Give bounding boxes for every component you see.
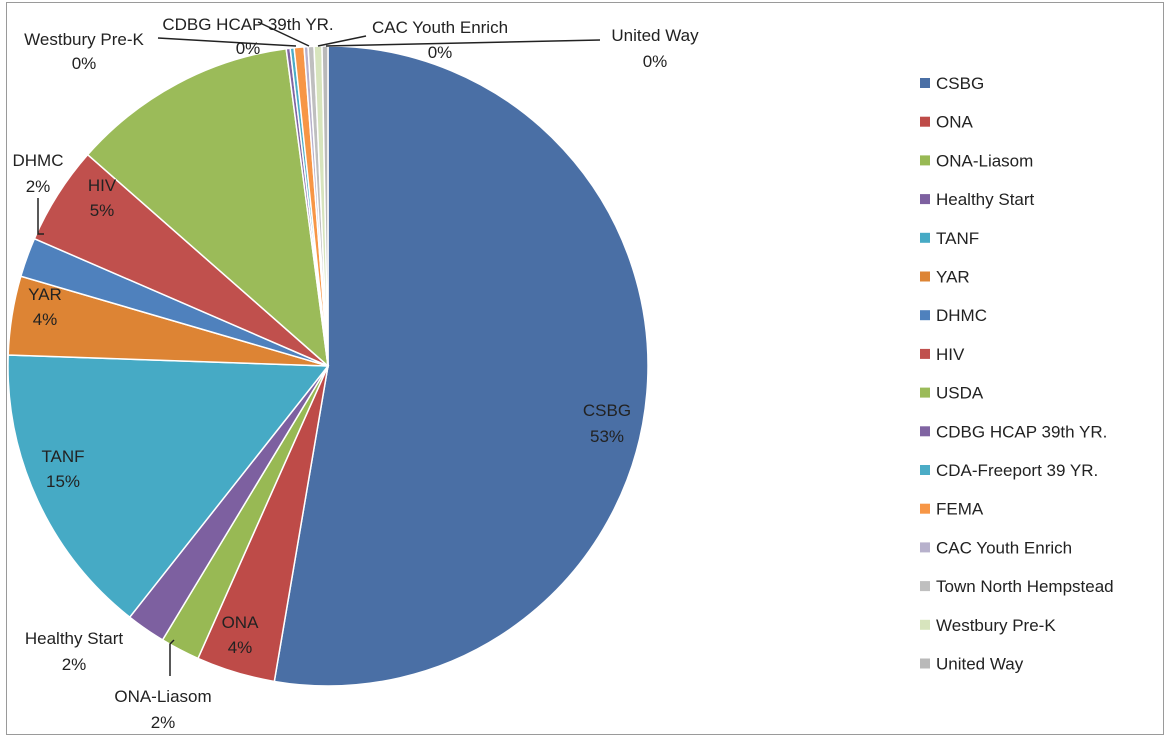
- data-label-united-way: United Way 0%: [611, 26, 699, 71]
- legend-swatch-hiv: [920, 348, 930, 359]
- data-label-ona-name: ONA: [222, 613, 260, 632]
- legend: CSBG ONA ONA-Liasom Healthy Start TANF YAR DHM…: [920, 74, 1114, 674]
- legend-label-cda-freeport-39-yr: CDA-Freeport 39 YR.: [936, 461, 1098, 480]
- pie-slice-tanf: [7, 354, 330, 619]
- leader-lines: [37, 21, 601, 676]
- data-label-westbury-name: Westbury Pre-K: [24, 30, 144, 49]
- data-label-westbury-pct: 0%: [72, 54, 97, 73]
- data-label-tanf-pct: 15%: [46, 472, 80, 491]
- legend-swatch-cac-youth-enrich: [920, 542, 930, 553]
- data-label-csbg-pct: 53%: [590, 427, 624, 446]
- leader-line-ona-liasom: [169, 639, 175, 676]
- legend-label-cdbg-hcap-39th-yr: CDBG HCAP 39th YR.: [936, 422, 1107, 441]
- data-label-tanf: TANF 15%: [41, 447, 84, 491]
- legend-label-westbury-pre-k: Westbury Pre-K: [936, 616, 1056, 635]
- legend-item-ona: ONA: [920, 113, 974, 132]
- legend-label-fema: FEMA: [936, 500, 984, 519]
- legend-item-town-north-hempstead: Town North Hempstead: [920, 577, 1114, 596]
- data-label-tanf-name: TANF: [41, 447, 84, 466]
- leader-line-united-way: [325, 39, 601, 47]
- pie-slice-csbg: [273, 45, 649, 687]
- data-label-hiv-pct: 5%: [90, 201, 115, 220]
- data-label-healthy-start-name: Healthy Start: [25, 629, 124, 648]
- data-label-healthy-start: Healthy Start 2%: [25, 629, 124, 674]
- leader-line-cdbg: [257, 21, 310, 47]
- data-label-cac-youth-pct: 0%: [428, 43, 453, 62]
- data-label-yar: YAR 4%: [28, 285, 62, 329]
- legend-item-csbg: CSBG: [920, 74, 984, 93]
- legend-item-ona-liasom: ONA-Liasom: [920, 151, 1033, 170]
- data-label-csbg-name: CSBG: [583, 401, 631, 420]
- legend-label-ona-liasom: ONA-Liasom: [936, 151, 1033, 170]
- legend-item-usda: USDA: [920, 384, 984, 403]
- leader-line-westbury: [157, 37, 297, 47]
- legend-item-fema: FEMA: [920, 500, 984, 519]
- legend-label-hiv: HIV: [936, 345, 965, 364]
- legend-label-usda: USDA: [936, 384, 984, 403]
- legend-item-cda-freeport-39-yr: CDA-Freeport 39 YR.: [920, 461, 1098, 480]
- pie-slices: [7, 45, 649, 687]
- leader-line-dhmc: [37, 198, 44, 235]
- data-label-csbg: CSBG 53%: [583, 401, 631, 446]
- data-label-dhmc-name: DHMC: [13, 151, 64, 170]
- legend-label-tanf: TANF: [936, 229, 979, 248]
- leader-line-cac: [317, 35, 367, 47]
- legend-swatch-cdbg-hcap-39th-yr: [920, 426, 930, 437]
- legend-swatch-fema: [920, 503, 930, 514]
- legend-item-tanf: TANF: [920, 229, 979, 248]
- legend-swatch-town-north-hempstead: [920, 581, 930, 592]
- legend-swatch-dhmc: [920, 310, 930, 321]
- legend-item-cdbg-hcap-39th-yr: CDBG HCAP 39th YR.: [920, 422, 1107, 441]
- legend-item-yar: YAR: [920, 268, 970, 287]
- legend-swatch-yar: [920, 271, 930, 282]
- data-label-ona-pct: 4%: [228, 638, 253, 657]
- legend-label-cac-youth-enrich: CAC Youth Enrich: [936, 538, 1072, 557]
- legend-item-dhmc: DHMC: [920, 306, 987, 325]
- legend-label-healthy-start: Healthy Start: [936, 190, 1035, 209]
- legend-item-healthy-start: Healthy Start: [920, 190, 1035, 209]
- data-label-cdbg-hcap: CDBG HCAP 39th YR. 0%: [162, 15, 333, 58]
- legend-swatch-tanf: [920, 232, 930, 243]
- legend-label-dhmc: DHMC: [936, 306, 987, 325]
- legend-swatch-csbg: [920, 78, 930, 88]
- legend-label-ona: ONA: [936, 113, 974, 132]
- legend-item-cac-youth-enrich: CAC Youth Enrich: [920, 538, 1072, 557]
- data-label-cac-youth-name: CAC Youth Enrich: [372, 18, 508, 37]
- pie-slice-usda: [86, 47, 330, 368]
- data-label-yar-name: YAR: [28, 285, 62, 304]
- legend-swatch-united-way: [920, 658, 930, 669]
- data-label-yar-pct: 4%: [33, 310, 58, 329]
- legend-swatch-ona: [920, 116, 930, 127]
- legend-label-csbg: CSBG: [936, 74, 984, 93]
- legend-label-town-north-hempstead: Town North Hempstead: [936, 577, 1114, 596]
- data-label-ona: ONA 4%: [222, 613, 260, 657]
- data-label-dhmc: DHMC 2%: [13, 151, 64, 196]
- data-label-ona-liasom-pct: 2%: [151, 713, 176, 732]
- data-label-cdbg-hcap-name: CDBG HCAP 39th YR.: [162, 15, 333, 34]
- data-label-united-way-name: United Way: [611, 26, 699, 45]
- legend-swatch-healthy-start: [920, 194, 930, 205]
- data-label-healthy-start-pct: 2%: [62, 655, 87, 674]
- data-label-dhmc-pct: 2%: [26, 177, 51, 196]
- legend-label-united-way: United Way: [936, 655, 1024, 674]
- data-label-ona-liasom: ONA-Liasom 2%: [114, 687, 211, 732]
- legend-swatch-usda: [920, 387, 930, 398]
- data-label-cdbg-hcap-pct: 0%: [236, 39, 261, 58]
- legend-item-westbury-pre-k: Westbury Pre-K: [920, 616, 1056, 635]
- data-label-ona-liasom-name: ONA-Liasom: [114, 687, 211, 706]
- data-label-hiv: HIV 5%: [88, 176, 117, 220]
- data-label-cac-youth: CAC Youth Enrich 0%: [372, 18, 508, 62]
- legend-swatch-ona-liasom: [920, 155, 930, 166]
- legend-swatch-cda-freeport-39-yr: [920, 465, 930, 475]
- data-label-united-way-pct: 0%: [643, 52, 668, 71]
- data-label-westbury: Westbury Pre-K 0%: [24, 30, 144, 73]
- legend-label-yar: YAR: [936, 268, 970, 287]
- legend-swatch-westbury-pre-k: [920, 619, 930, 630]
- data-label-hiv-name: HIV: [88, 176, 117, 195]
- legend-item-united-way: United Way: [920, 655, 1024, 674]
- legend-item-hiv: HIV: [920, 345, 965, 364]
